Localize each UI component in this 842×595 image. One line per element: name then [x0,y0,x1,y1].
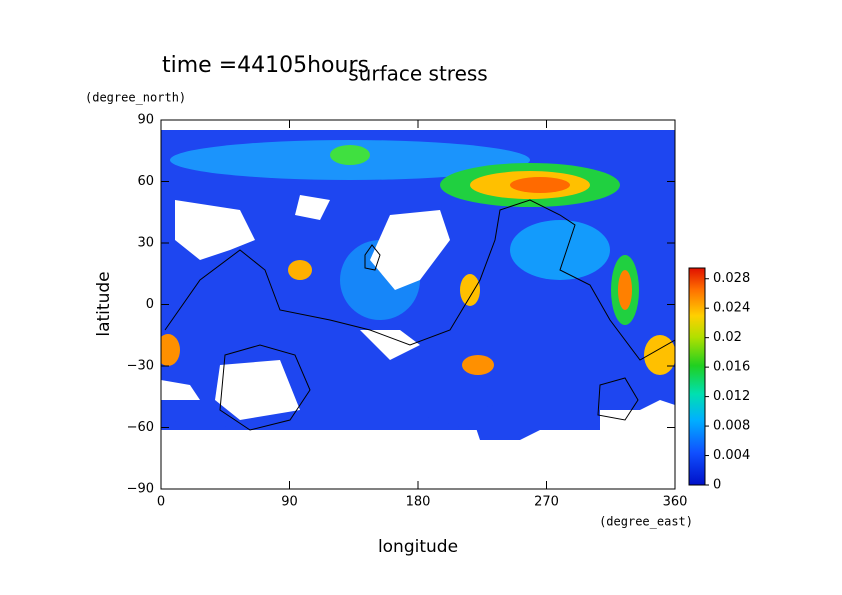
colorbar-tick-label: 0.028 [713,271,750,286]
colorbar-tick-label: 0 [713,478,721,493]
x-unit: (degree_east) [599,515,693,529]
colorbar-tick-label: 0.02 [713,330,742,345]
colorbar-tick-label: 0.024 [713,301,750,316]
colorbar-tick-label: 0.012 [713,389,750,404]
y-tick-label: 30 [137,236,154,251]
y-tick-label: 0 [146,297,154,312]
y-tick-label: −90 [127,482,154,497]
x-tick-label: 180 [406,495,431,510]
colorbar-tick-label: 0.016 [713,360,750,375]
y-tick-label: 60 [137,174,154,189]
x-tick-label: 360 [663,495,688,510]
x-tick-label: 90 [281,495,298,510]
y-tick-label: −60 [127,420,154,435]
contour-field [161,120,675,489]
y-unit: (degree_north) [85,91,186,105]
x-tick-label: 270 [534,495,559,510]
x-axis-label: longitude [378,537,458,557]
chart-title: surface stress [348,62,487,86]
colorbar-tick-label: 0.008 [713,419,750,434]
y-tick-label: 90 [137,113,154,128]
colorbar-tick-label: 0.004 [713,448,750,463]
colorbar [688,267,706,486]
y-axis-label: latitude [94,271,114,336]
x-tick-label: 0 [157,495,165,510]
subtitle: time =44105hours [162,53,369,78]
y-tick-label: −30 [127,359,154,374]
